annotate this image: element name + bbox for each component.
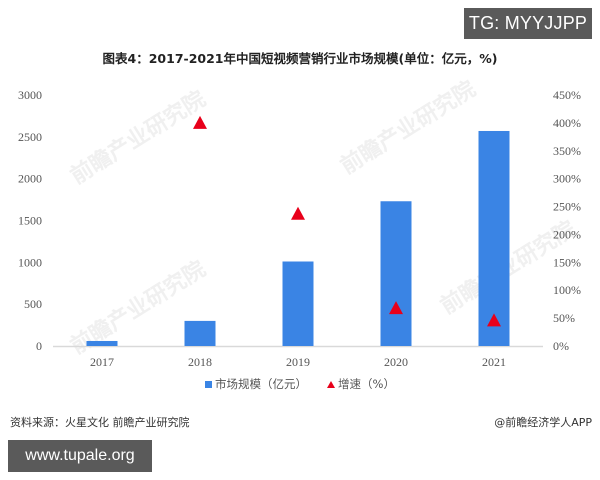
y2-axis-tick-label: 400% <box>553 116 581 130</box>
x-axis-tick-label: 2021 <box>482 355 506 369</box>
y-axis-tick-label: 3000 <box>18 88 42 102</box>
x-axis-tick-label: 2019 <box>286 355 310 369</box>
y2-axis-tick-label: 350% <box>553 144 581 158</box>
legend-label: 市场规模（亿元） <box>215 377 308 391</box>
y2-axis-tick-label: 200% <box>553 227 581 241</box>
bar-market-size <box>380 201 412 346</box>
growth-rate-triangle-icon <box>487 313 501 327</box>
y2-axis-tick-label: 150% <box>553 255 581 269</box>
legend-triangle-icon <box>327 380 336 388</box>
growth-rate-triangle-icon <box>389 301 403 315</box>
y-axis-tick-label: 1000 <box>18 255 42 269</box>
y-axis-tick-label: 500 <box>24 297 42 311</box>
y-axis-tick-label: 2000 <box>18 172 42 186</box>
bar-market-size <box>184 320 216 346</box>
x-axis-tick-label: 2020 <box>384 355 408 369</box>
y2-axis-tick-label: 450% <box>553 88 581 102</box>
x-axis-tick-label: 2017 <box>90 355 114 369</box>
chart-legend: 市场规模（亿元） 增速（%） <box>0 376 600 392</box>
x-axis-tick-label: 2018 <box>188 355 212 369</box>
y-axis-tick-label: 0 <box>36 339 42 353</box>
chart-title: 图表4：2017-2021年中国短视频营销行业市场规模(单位：亿元，%) <box>102 51 498 66</box>
legend-item-market-size: 市场规模（亿元） <box>205 376 307 392</box>
legend-item-growth-rate: 增速（%） <box>327 376 395 392</box>
bar-market-size <box>86 340 118 346</box>
tg-watermark-badge: TG: MYYJJPP <box>464 8 592 39</box>
y2-axis-tick-label: 50% <box>553 311 575 325</box>
y-axis-tick-label: 2500 <box>18 130 42 144</box>
y2-axis-tick-label: 0% <box>553 339 569 353</box>
growth-rate-triangle-icon <box>193 115 207 129</box>
y2-axis-tick-label: 300% <box>553 172 581 186</box>
url-watermark-badge: www.tupale.org <box>8 440 152 472</box>
y2-axis-tick-label: 250% <box>553 200 581 214</box>
y2-axis-tick-label: 100% <box>553 283 581 297</box>
legend-bar-swatch-icon <box>205 380 213 388</box>
bar-market-size <box>282 261 314 346</box>
credit-note: @前瞻经济学人APP <box>494 416 592 429</box>
source-note: 资料来源：火星文化 前瞻产业研究院 <box>10 416 190 429</box>
bar-market-size <box>478 130 510 346</box>
growth-rate-triangle-icon <box>291 206 305 220</box>
legend-label: 增速（%） <box>338 377 395 391</box>
y-axis-tick-label: 1500 <box>18 214 42 228</box>
